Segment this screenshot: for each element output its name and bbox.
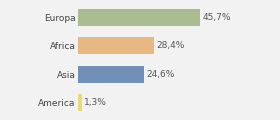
Bar xyxy=(78,37,154,54)
Text: 24,6%: 24,6% xyxy=(146,70,174,79)
Bar xyxy=(78,94,82,111)
Text: 28,4%: 28,4% xyxy=(156,41,185,50)
Text: 45,7%: 45,7% xyxy=(202,13,231,22)
Text: 1,3%: 1,3% xyxy=(84,98,107,107)
Bar xyxy=(78,9,200,26)
Bar xyxy=(78,66,144,83)
